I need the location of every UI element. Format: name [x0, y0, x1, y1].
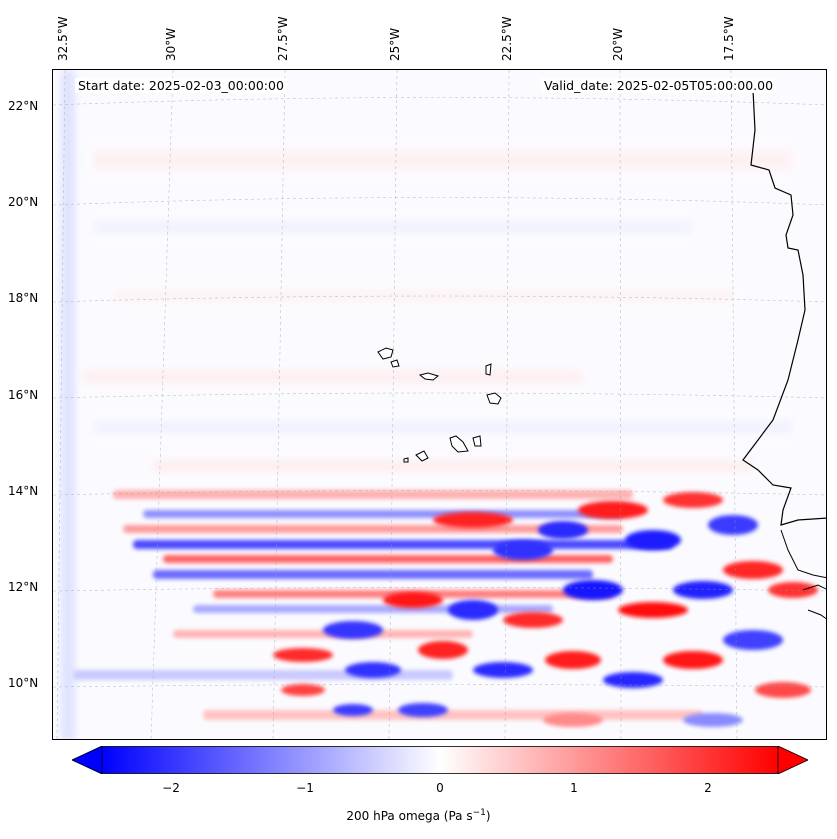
colorbar-high-extension [777, 746, 808, 774]
colorbar-tick: −1 [296, 781, 314, 795]
africa-coastline [742, 89, 826, 526]
lat-label-22n: 22°N [8, 99, 39, 113]
units-exponent: −1 [472, 808, 486, 818]
cape-verde-islands [377, 347, 502, 463]
lon-label-17-5w: 17.5°W [722, 16, 736, 61]
valid-date-label: Valid_date: 2025-02-05T05:00:00.00 [541, 78, 777, 93]
colorbar-tick: 1 [570, 781, 578, 795]
lat-label-14n: 14°N [8, 484, 39, 498]
start-date-label: Start date: 2025-02-03_00:00:00 [75, 78, 287, 93]
units: Pa s [448, 809, 473, 823]
colorbar-tick: 2 [704, 781, 712, 795]
lat-label-10n: 10°N [8, 676, 39, 690]
coastline-south [780, 529, 826, 620]
lon-label-22-5w: 22.5°W [500, 16, 514, 61]
map-panel[interactable] [52, 69, 827, 740]
colorbar-body [101, 746, 779, 774]
colorbar [72, 746, 808, 774]
omega-field [53, 70, 826, 739]
lon-label-32-5w: 32.5°W [56, 16, 70, 61]
graticule [53, 70, 826, 739]
lon-label-20w: 20°W [611, 27, 625, 61]
colorbar-tick: 0 [436, 781, 444, 795]
lat-label-16n: 16°N [8, 388, 39, 402]
lat-label-20n: 20°N [8, 195, 39, 209]
lon-label-30w: 30°W [164, 27, 178, 61]
colorbar-tick: −2 [162, 781, 180, 795]
lat-label-18n: 18°N [8, 291, 39, 305]
colorbar-low-extension [72, 746, 103, 774]
colorbar-label: 200 hPa omega (Pa s−1) [346, 808, 491, 823]
lat-label-12n: 12°N [8, 580, 39, 594]
lon-label-27-5w: 27.5°W [276, 16, 290, 61]
lon-label-25w: 25°W [388, 27, 402, 61]
field-name: 200 hPa omega [346, 809, 440, 823]
